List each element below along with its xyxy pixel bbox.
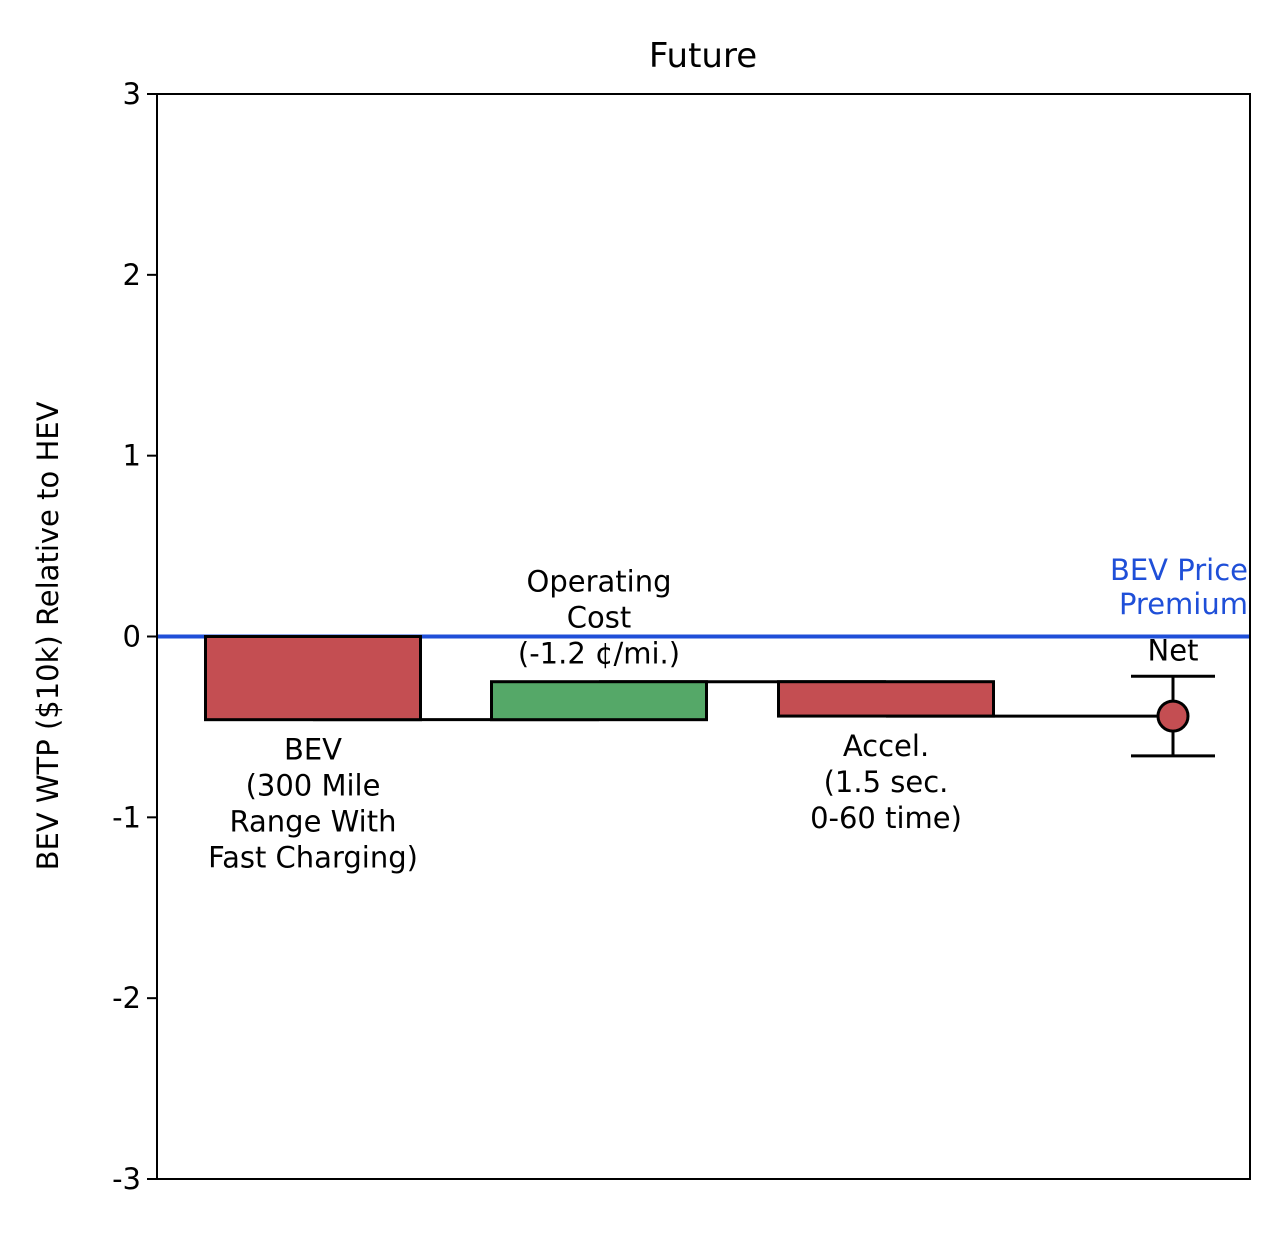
waterfall-bar xyxy=(777,680,995,718)
net-point xyxy=(1156,699,1190,733)
waterfall-bar xyxy=(204,635,422,722)
net-label: Net xyxy=(1148,633,1199,667)
y-tick-label: -2 xyxy=(112,981,141,1015)
y-tick-label: 2 xyxy=(123,258,141,292)
waterfall-bar xyxy=(490,680,708,722)
y-tick-label: -3 xyxy=(112,1162,141,1196)
chart-title: Future xyxy=(649,36,757,76)
y-tick-label: 3 xyxy=(123,77,141,111)
bar-category-label: BEV (300 Mile Range With Fast Charging) xyxy=(208,733,418,875)
reference-line-label: BEV Price Premium xyxy=(1110,553,1248,621)
y-tick-label: 1 xyxy=(123,439,141,473)
y-axis-label: BEV WTP ($10k) Relative to HEV xyxy=(31,401,65,870)
bar-category-label: Accel. (1.5 sec. 0-60 time) xyxy=(810,729,962,835)
bar-category-label: Operating Cost (-1.2 ¢/mi.) xyxy=(518,565,680,671)
y-tick-label: 0 xyxy=(123,620,141,654)
y-tick-label: -1 xyxy=(112,800,141,834)
